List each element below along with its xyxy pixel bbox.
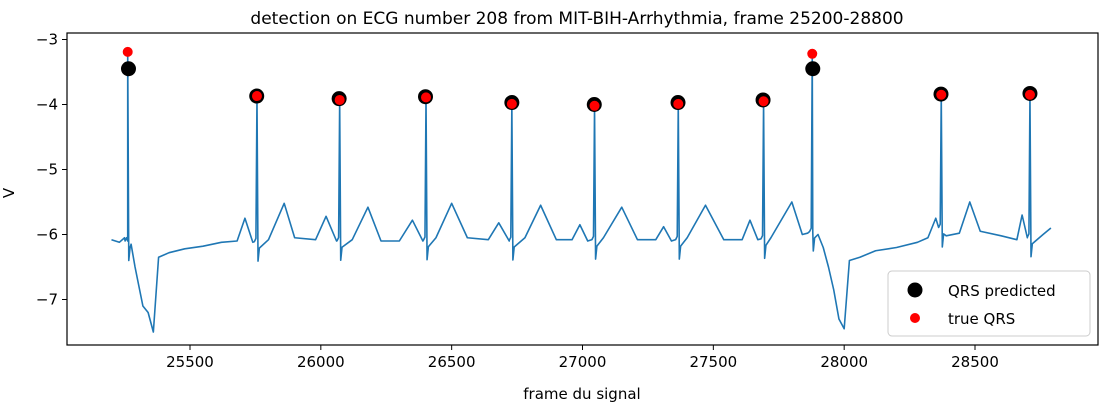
legend: QRS predicted true QRS <box>887 270 1091 337</box>
x-tick-label: 27500 <box>689 353 737 371</box>
plot-area: 25500 26000 26500 27000 27500 28000 28500 −7 −6 −… <box>36 31 1099 371</box>
qrs-predicted-point <box>805 61 821 77</box>
legend-label-qrs-predicted: QRS predicted <box>948 282 1056 300</box>
x-tick-label: 26500 <box>428 353 476 371</box>
x-tick-label: 26000 <box>297 353 345 371</box>
true-qrs-point <box>334 94 345 105</box>
y-tick-label: −6 <box>36 226 58 244</box>
chart-title: detection on ECG number 208 from MIT-BIH… <box>250 9 903 29</box>
ecg-signal-line <box>111 52 1052 333</box>
true-qrs-point <box>1024 89 1035 100</box>
legend-box <box>887 270 1091 337</box>
legend-marker-true-qrs <box>910 313 920 323</box>
true-qrs-point <box>936 89 947 100</box>
true-qrs-point <box>589 100 600 111</box>
x-tick-label: 25500 <box>166 353 214 371</box>
qrs-predicted-point <box>120 61 136 77</box>
legend-label-true-qrs: true QRS <box>948 310 1015 328</box>
y-axis-label: V <box>0 187 18 198</box>
true-qrs-point <box>506 98 517 109</box>
true-qrs-point <box>673 98 684 109</box>
x-tick-label: 28000 <box>820 353 868 371</box>
x-axis-label: frame du signal <box>523 385 640 403</box>
true-qrs-point <box>251 91 262 102</box>
y-tick-label: −4 <box>36 96 58 114</box>
true-qrs-point <box>807 48 818 59</box>
true-qrs-point <box>421 92 432 103</box>
true-qrs-point <box>122 46 133 57</box>
legend-marker-qrs-predicted <box>907 282 923 298</box>
y-tick-label: −5 <box>36 161 58 179</box>
y-tick-label: −7 <box>36 291 58 309</box>
x-tick-label: 27000 <box>559 353 607 371</box>
y-tick-label: −3 <box>36 31 58 49</box>
true-qrs-point <box>758 96 769 107</box>
x-tick-label: 28500 <box>951 353 999 371</box>
